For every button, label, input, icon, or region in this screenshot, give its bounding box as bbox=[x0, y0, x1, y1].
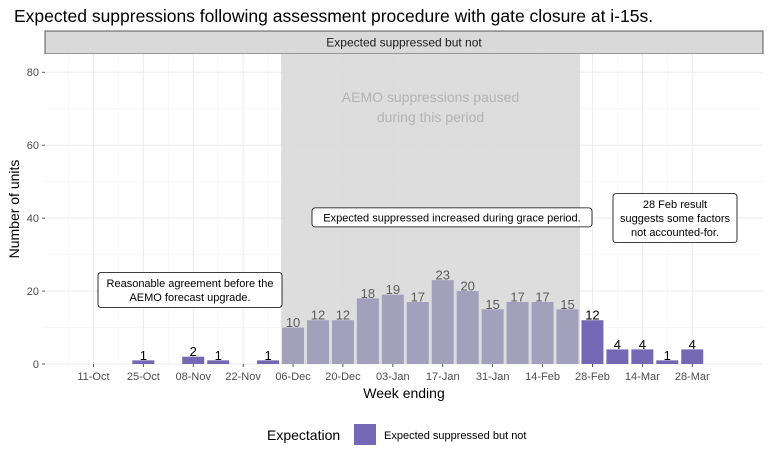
annotation-box: Reasonable agreement before the AEMO fore… bbox=[97, 272, 283, 308]
bar bbox=[406, 302, 429, 364]
x-tick-label: 31-Jan bbox=[476, 371, 510, 383]
data-label: 1 bbox=[664, 348, 671, 363]
bar bbox=[282, 327, 305, 364]
annotation-box: Expected suppressed increased during gra… bbox=[311, 207, 593, 228]
bar bbox=[656, 360, 679, 364]
annotation-text: not accounted-for. bbox=[631, 227, 719, 239]
x-tick-label: 14-Mar bbox=[625, 371, 660, 383]
y-axis-ticks: 0 20 40 60 80 bbox=[27, 67, 45, 371]
chart-title: Expected suppressions following assessme… bbox=[14, 6, 653, 26]
data-label: 15 bbox=[485, 297, 499, 312]
annotation-box: 28 Feb result suggests some factors not ac… bbox=[612, 193, 738, 244]
bar bbox=[556, 309, 579, 364]
bar bbox=[531, 302, 554, 364]
data-label: 17 bbox=[411, 290, 425, 305]
bar bbox=[331, 320, 354, 364]
bar bbox=[581, 320, 604, 364]
bar bbox=[132, 360, 155, 364]
bar bbox=[182, 356, 205, 364]
annotation-frame bbox=[97, 272, 283, 308]
bar bbox=[207, 360, 230, 364]
bar bbox=[631, 349, 654, 364]
bar bbox=[606, 349, 629, 364]
paused-period-label-line1: AEMO suppressions paused bbox=[342, 89, 519, 105]
x-tick-label: 20-Dec bbox=[325, 371, 361, 383]
annotation-text: Reasonable agreement before the bbox=[107, 278, 274, 290]
annotation-text: 28 Feb result bbox=[643, 199, 707, 211]
data-label: 12 bbox=[585, 308, 599, 323]
x-tick-label: 28-Feb bbox=[575, 371, 610, 383]
x-tick-label: 22-Nov bbox=[225, 371, 261, 383]
data-label: 17 bbox=[535, 290, 549, 305]
data-label: 18 bbox=[361, 286, 375, 301]
bar bbox=[681, 349, 704, 364]
x-tick-label: 14-Feb bbox=[525, 371, 560, 383]
annotation-text: suggests some factors bbox=[620, 213, 731, 225]
bar bbox=[381, 294, 404, 364]
bar bbox=[307, 320, 329, 364]
x-tick-label: 25-Oct bbox=[127, 371, 160, 383]
bar bbox=[456, 291, 479, 364]
legend-key bbox=[354, 424, 376, 445]
y-tick-label: 0 bbox=[33, 359, 39, 371]
annotation-frame bbox=[311, 207, 593, 228]
x-tick-label: 11-Oct bbox=[77, 371, 109, 383]
data-label: 4 bbox=[689, 337, 696, 352]
y-tick-label: 60 bbox=[27, 140, 39, 152]
y-tick-label: 40 bbox=[27, 213, 39, 225]
bar bbox=[431, 280, 454, 364]
data-label: 15 bbox=[560, 297, 574, 312]
bar bbox=[481, 309, 504, 364]
data-label: 20 bbox=[460, 279, 474, 294]
x-tick-label: 17-Jan bbox=[426, 371, 460, 383]
legend-label: Expected suppressed but not bbox=[384, 430, 526, 442]
x-tick-label: 06-Dec bbox=[275, 371, 311, 383]
annotation-text: AEMO forecast upgrade. bbox=[129, 292, 250, 304]
data-label: 12 bbox=[336, 308, 350, 323]
data-label: 12 bbox=[311, 308, 325, 323]
x-axis-title: Week ending bbox=[363, 385, 444, 401]
paused-period-label-line2: during this period bbox=[377, 109, 484, 125]
annotation-frame bbox=[612, 193, 738, 244]
data-label: 1 bbox=[264, 348, 271, 363]
data-label: 1 bbox=[215, 348, 222, 363]
data-label: 2 bbox=[190, 344, 197, 359]
data-label: 1 bbox=[140, 348, 147, 363]
y-tick-label: 80 bbox=[27, 67, 39, 79]
x-tick-label: 08-Nov bbox=[176, 371, 212, 383]
y-tick-label: 20 bbox=[27, 286, 39, 298]
data-label: 23 bbox=[436, 268, 450, 283]
data-label: 10 bbox=[286, 315, 300, 330]
plot-panel: AEMO suppressions paused during this peri… bbox=[45, 54, 763, 365]
x-tick-label: 28-Mar bbox=[675, 371, 710, 383]
data-label: 4 bbox=[614, 337, 621, 352]
legend: Expectation Expected suppressed but not bbox=[267, 424, 526, 445]
bar bbox=[506, 302, 529, 364]
x-axis-ticks: 11-Oct 25-Oct 08-Nov 22-Nov 06-Dec 20-Dec 03-J… bbox=[77, 364, 710, 383]
bar bbox=[356, 298, 379, 364]
legend-title: Expectation bbox=[267, 427, 340, 443]
data-label: 4 bbox=[639, 337, 646, 352]
data-label: 17 bbox=[510, 290, 524, 305]
data-label: 19 bbox=[386, 282, 400, 297]
bar bbox=[257, 360, 280, 364]
y-axis-title: Number of units bbox=[6, 160, 22, 259]
x-tick-label: 03-Jan bbox=[376, 371, 410, 383]
facet-strip-label: Expected suppressed but not bbox=[326, 36, 482, 50]
annotation-text: Expected suppressed increased during gra… bbox=[323, 212, 580, 224]
